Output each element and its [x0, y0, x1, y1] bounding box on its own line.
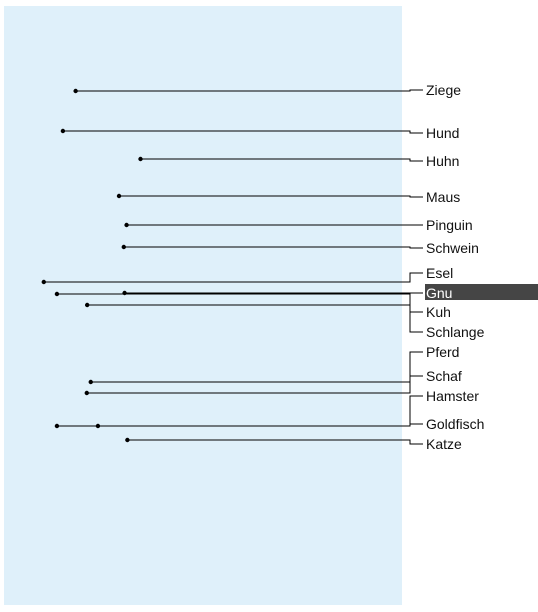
point-schwein[interactable] — [121, 244, 126, 250]
label-schaf[interactable]: Schaf — [426, 368, 462, 384]
label-ziege[interactable]: Ziege — [426, 82, 461, 98]
leader-line-huhn — [140, 158, 423, 162]
point-goldfisch[interactable] — [54, 423, 60, 429]
label-huhn[interactable]: Huhn — [426, 153, 459, 169]
label-gnu[interactable]: Gnu — [426, 285, 452, 301]
leader-line-ziege — [75, 89, 423, 92]
point-schlange[interactable] — [84, 302, 90, 308]
leader-line-maus — [119, 195, 423, 198]
leader-line-hund — [62, 130, 423, 134]
leader-line-esel — [43, 272, 423, 283]
point-esel[interactable] — [41, 279, 46, 285]
point-ziege[interactable] — [73, 88, 78, 94]
label-schwein[interactable]: Schwein — [426, 240, 479, 256]
label-highlight — [425, 284, 538, 300]
point-pferd[interactable] — [88, 379, 93, 385]
point-schaf[interactable] — [84, 390, 89, 396]
label-hamster[interactable]: Hamster — [426, 388, 479, 404]
label-pinguin[interactable]: Pinguin — [426, 217, 473, 233]
leader-line-kuh — [56, 293, 423, 313]
label-hund[interactable]: Hund — [426, 125, 459, 141]
label-esel[interactable]: Esel — [426, 265, 453, 281]
leader-line-schwein — [123, 246, 423, 249]
label-katze[interactable]: Katze — [426, 436, 462, 452]
label-pferd[interactable]: Pferd — [426, 344, 459, 360]
point-kuh[interactable] — [54, 291, 60, 297]
point-pinguin[interactable] — [124, 222, 129, 228]
point-gnu[interactable] — [122, 290, 127, 296]
point-katze[interactable] — [125, 437, 130, 443]
label-kuh[interactable]: Kuh — [426, 304, 451, 320]
leader-line-schlange — [87, 304, 423, 333]
point-hund[interactable] — [60, 128, 66, 134]
point-maus[interactable] — [116, 193, 122, 199]
leader-line-goldfisch — [56, 423, 423, 427]
leader-line-katze — [127, 439, 423, 445]
leader-line-pferd — [90, 351, 423, 383]
leader-line-schaf — [86, 375, 423, 394]
label-goldfisch[interactable]: Goldfisch — [426, 416, 484, 432]
label-schlange[interactable]: Schlange — [426, 324, 485, 340]
point-huhn[interactable] — [138, 156, 143, 162]
label-maus[interactable]: Maus — [426, 189, 460, 205]
